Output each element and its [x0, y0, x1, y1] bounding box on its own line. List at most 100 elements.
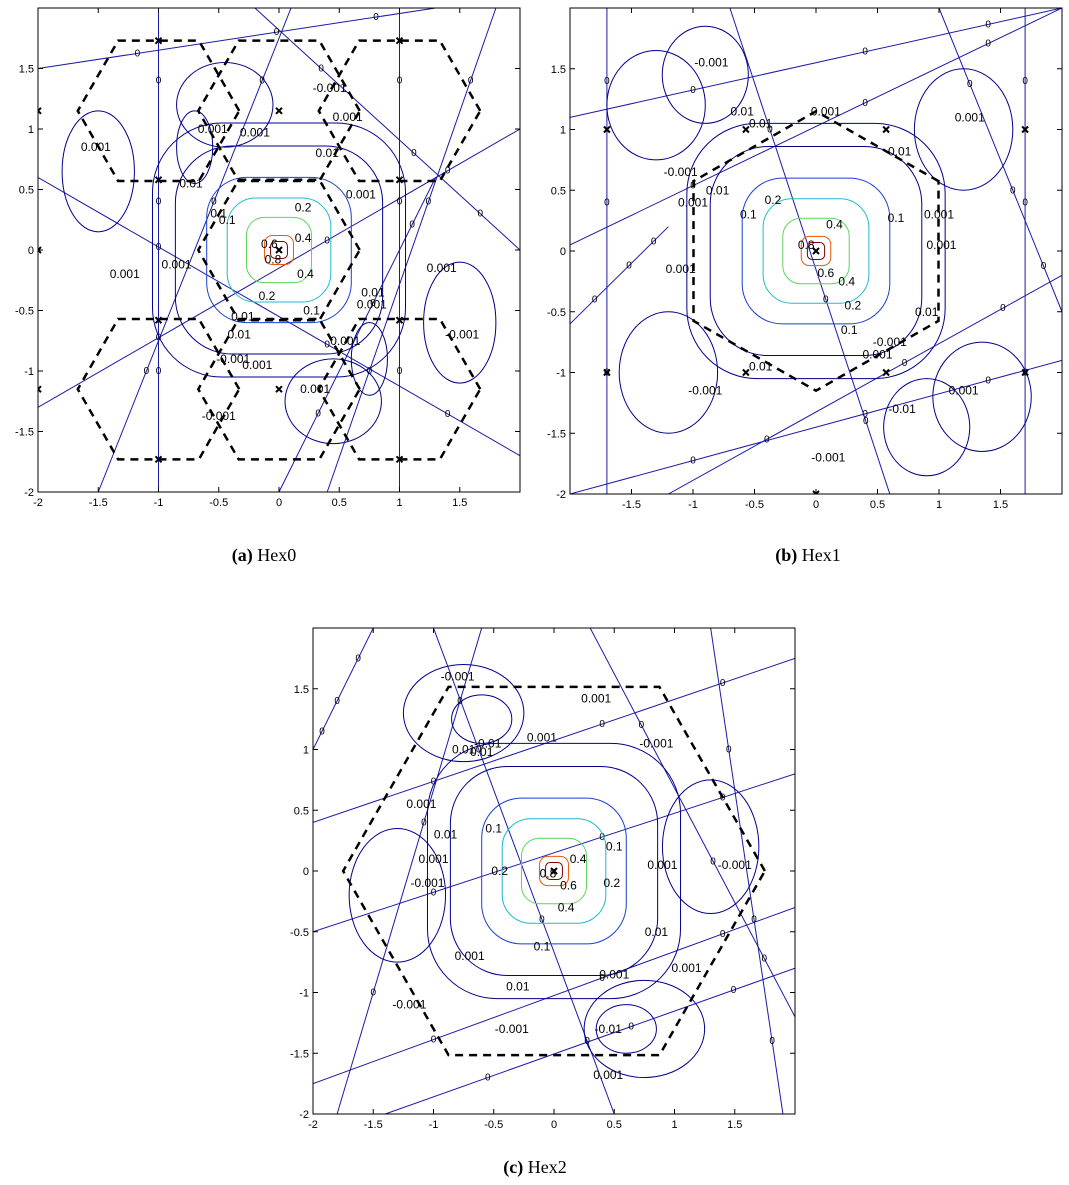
zero-contour-label: 0 [592, 295, 598, 306]
caption-a: (a) Hex0 [232, 545, 297, 566]
contour-loop-0p2 [762, 198, 870, 304]
zero-contour-label: 0 [985, 19, 991, 30]
zero-contour-label: 0 [156, 366, 162, 377]
contour-label: 0.1 [740, 208, 757, 222]
zero-contour-label: 0 [431, 776, 437, 787]
x-tick-label: -2 [33, 497, 43, 509]
x-marker [812, 247, 820, 255]
zero-contour-label: 0 [985, 39, 991, 50]
contour-label: 0.001 [330, 334, 360, 348]
contour-loop-0p1 [741, 177, 891, 325]
contour-loop-0p8 [270, 241, 288, 259]
zero-contour-label: 0 [902, 358, 908, 369]
x-marker [812, 490, 820, 494]
contour-label: 0.01 [228, 328, 252, 342]
caption-c-tag: (c) [503, 1157, 524, 1177]
contour-loop-0p8 [545, 861, 563, 881]
zero-contour-line [570, 8, 1062, 246]
contour-label: 0.001 [811, 104, 841, 118]
hexagon-cell-boundary [196, 317, 362, 461]
contour-label: 0.4 [297, 267, 314, 281]
x-marker [275, 385, 283, 393]
contour-label: 0.001 [666, 262, 696, 276]
contour-label: 0.001 [240, 126, 270, 140]
plot-area: 0000000000000000000000000000.80.60.40.40… [38, 8, 520, 492]
x-marker [275, 107, 283, 115]
zero-contour-label: 0 [397, 197, 403, 208]
zero-contour-label: 0 [370, 298, 376, 309]
contour-label: 0.001 [427, 261, 457, 275]
negative-contour-lobe [348, 827, 447, 963]
contour-label: 0.1 [841, 323, 858, 337]
contour-label: 0.001 [672, 961, 702, 975]
contour-label: 0.1 [210, 207, 227, 221]
contour-label: 0.01 [470, 745, 494, 759]
zero-contour-label: 0 [862, 98, 868, 109]
zero-contour-line [710, 628, 784, 1114]
zero-contour-label: 0 [476, 745, 482, 756]
contour-label: 0.01 [749, 116, 773, 130]
zero-contour-line [570, 8, 1062, 118]
zero-contour-line [326, 8, 497, 492]
zero-contour-label: 0 [767, 125, 773, 136]
y-tick-label: -1.5 [15, 427, 34, 439]
contour-label: 0.001 [862, 347, 892, 361]
contour-label: 0.01 [645, 925, 669, 939]
contour-label: 0.4 [570, 852, 587, 866]
contour-label: -0.001 [445, 328, 479, 342]
x-tick-label: 1.5 [452, 497, 467, 509]
zero-contour-label: 0 [862, 409, 868, 420]
caption-a-name: Hex0 [257, 545, 297, 565]
zero-contour-label: 0 [639, 720, 645, 731]
zero-contour-label: 0 [409, 220, 415, 231]
y-tick-label: -0.5 [290, 927, 309, 939]
contour-label: 0.01 [361, 285, 385, 299]
zero-contour-label: 0 [426, 197, 432, 208]
x-marker [154, 455, 163, 464]
contour-loop-0p4 [782, 217, 850, 285]
contour-label: 0.6 [261, 237, 278, 251]
caption-c: (c) Hex2 [503, 1157, 566, 1178]
hexagon-cell-boundary [196, 178, 362, 322]
contour-loop-0p1 [481, 797, 627, 945]
contour-label: 0.001 [162, 258, 192, 272]
y-tick-label: -1.5 [290, 1048, 309, 1060]
negative-contour-lobe [423, 261, 497, 384]
zero-contour-label: 0 [710, 856, 716, 867]
contour-label: 0.6 [817, 266, 834, 280]
zero-contour-label: 0 [431, 1035, 437, 1046]
x-tick-label: -0.5 [745, 499, 764, 511]
x-marker [154, 176, 163, 184]
zero-contour-line [313, 773, 795, 933]
zero-contour-line [254, 8, 520, 251]
contour-label: 0.4 [295, 231, 312, 245]
y-tick-label: 0 [28, 245, 34, 257]
y-tick-label: -2 [24, 487, 34, 499]
x-marker [395, 455, 404, 464]
contour-plot-hex2: 0 0 0 0 0 0 0 0 0 0 0 0 0 0 0 0 0 0 0 0 0 0 0 0 0 0 0 0.80.6 0.4 0.4 0… [290, 627, 796, 1131]
contour-label: -0.001 [873, 335, 907, 349]
zero-contour-label: 0 [156, 197, 162, 208]
negative-contour-lobe [284, 358, 382, 445]
contour-label: 0.001 [924, 208, 954, 222]
hexagon-cell-boundary [76, 39, 241, 183]
x-tick-label: 0 [551, 1119, 557, 1131]
zero-contour-label: 0 [477, 209, 483, 220]
hexagon-cell-boundary [317, 39, 482, 183]
zero-contour-label: 0 [761, 953, 767, 964]
contour-label: 0.1 [534, 939, 551, 953]
contour-loop-0p4 [520, 837, 588, 905]
zero-contour-label: 0 [445, 166, 451, 177]
contour-loop-0p01 [709, 146, 923, 356]
caption-c-name: Hex2 [527, 1157, 567, 1177]
x-marker [882, 125, 890, 134]
x-tick-label: -1.5 [89, 497, 108, 509]
zero-contour-label: 0 [315, 408, 321, 419]
contour-label: 0.01 [452, 743, 476, 757]
x-tick-label: -1 [154, 497, 164, 509]
zero-contour-label: 0 [720, 929, 726, 940]
contour-label: 0.001 [300, 382, 330, 396]
zero-contour-line [385, 967, 795, 1114]
contour-label: 0.001 [198, 122, 228, 136]
contour-label: 0.001 [949, 384, 979, 398]
